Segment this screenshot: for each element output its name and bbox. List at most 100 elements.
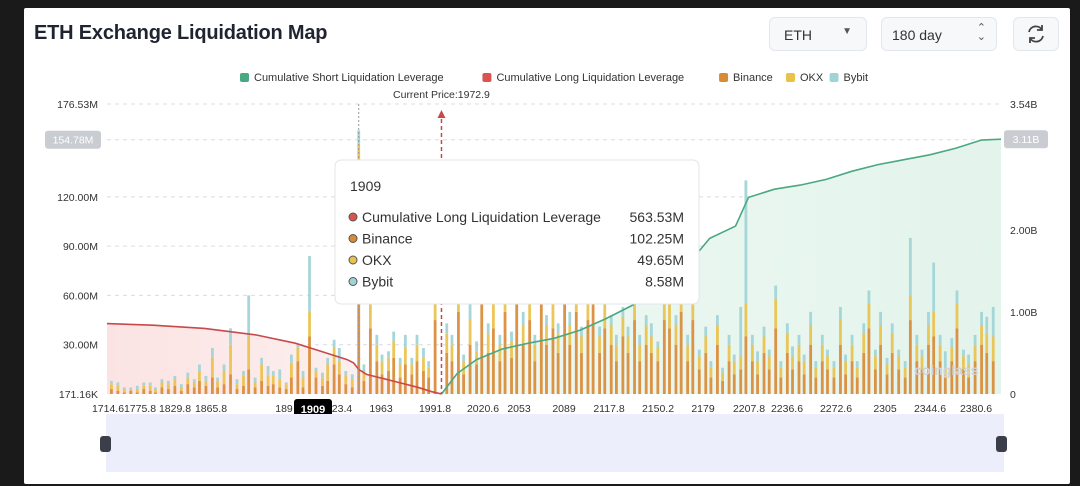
bar-binance bbox=[674, 344, 678, 394]
bar-okx bbox=[110, 384, 113, 390]
bar-bybit bbox=[375, 334, 379, 345]
bar-okx bbox=[314, 371, 318, 378]
asset-select[interactable]: ETH ▼ bbox=[769, 17, 867, 51]
bar-binance bbox=[732, 374, 736, 394]
bar-bybit bbox=[142, 382, 146, 386]
chart-card: ETH Exchange Liquidation Map ETH ▼ 180 d… bbox=[24, 8, 1070, 484]
bar-okx bbox=[656, 348, 660, 362]
bar-binance bbox=[920, 369, 924, 394]
refresh-button[interactable] bbox=[1013, 17, 1059, 51]
range-slider-track bbox=[106, 414, 1004, 472]
bar-binance bbox=[204, 385, 208, 394]
bar-binance bbox=[122, 392, 126, 394]
bar-bybit bbox=[716, 315, 719, 326]
bar-okx bbox=[301, 377, 305, 388]
bar-okx bbox=[626, 336, 630, 353]
bar-okx bbox=[235, 384, 239, 390]
bar-bybit bbox=[301, 371, 305, 378]
bar-okx bbox=[135, 389, 139, 393]
bar-okx bbox=[533, 344, 537, 362]
bar-okx bbox=[609, 325, 613, 345]
bar-binance bbox=[697, 369, 701, 394]
bar-bybit bbox=[626, 326, 630, 337]
bar-binance bbox=[727, 361, 731, 394]
legend-label: Cumulative Long Liquidation Leverage bbox=[496, 72, 684, 84]
y-right-highlight-box bbox=[1004, 130, 1048, 149]
legend-label: Cumulative Short Liquidation Leverage bbox=[254, 72, 444, 84]
x-tick-label: 1963 bbox=[369, 403, 393, 415]
bar-okx bbox=[445, 333, 449, 353]
bar-bybit bbox=[498, 334, 502, 345]
bar-binance bbox=[633, 320, 636, 394]
bar-okx bbox=[545, 325, 548, 345]
bar-bybit bbox=[129, 387, 133, 390]
bar-okx bbox=[337, 361, 341, 375]
x-tick-label: 1829.8 bbox=[159, 403, 191, 415]
bar-bybit bbox=[186, 372, 190, 378]
bar-bybit bbox=[410, 357, 414, 365]
bar-okx bbox=[498, 344, 502, 362]
bar-binance bbox=[774, 328, 778, 394]
bar-okx bbox=[686, 344, 690, 362]
bar-okx bbox=[598, 336, 601, 353]
bar-okx bbox=[826, 356, 829, 370]
bar-okx bbox=[691, 295, 695, 321]
legend-item: Cumulative Short Liquidation Leverage bbox=[240, 72, 444, 84]
bar-bybit bbox=[774, 285, 778, 299]
bar-bybit bbox=[427, 361, 431, 368]
tooltip-row-dot bbox=[348, 277, 358, 286]
legend-label: Bybit bbox=[844, 72, 868, 84]
bar-binance bbox=[744, 336, 748, 394]
bar-binance bbox=[855, 377, 859, 394]
bar-okx bbox=[415, 344, 419, 362]
bar-binance bbox=[510, 357, 513, 394]
bar-okx bbox=[779, 367, 783, 378]
bar-okx bbox=[973, 344, 977, 362]
bar-binance bbox=[135, 392, 139, 394]
bar-bybit bbox=[809, 311, 813, 326]
range-slider-handle-right[interactable] bbox=[996, 436, 1007, 452]
bar-bybit bbox=[621, 306, 625, 317]
bar-okx bbox=[716, 325, 719, 345]
bar-binance bbox=[668, 328, 671, 394]
range-slider-handle-left[interactable] bbox=[100, 436, 111, 452]
bar-bybit bbox=[122, 387, 126, 390]
bar-bybit bbox=[973, 334, 977, 345]
bar-binance bbox=[216, 387, 219, 394]
bar-bybit bbox=[967, 354, 971, 365]
x-tick-label: 1714.6 bbox=[92, 403, 124, 415]
bar-okx bbox=[296, 348, 300, 362]
bar-binance bbox=[521, 344, 525, 394]
bar-bybit bbox=[271, 371, 275, 376]
bar-binance bbox=[403, 364, 407, 394]
x-tick-label: 2020.6 bbox=[467, 403, 499, 415]
bar-okx bbox=[649, 336, 653, 353]
bar-okx bbox=[116, 385, 120, 391]
asset-select-value: ETH bbox=[784, 27, 812, 43]
bar-binance bbox=[314, 377, 318, 394]
bar-binance bbox=[756, 374, 759, 394]
bar-binance bbox=[839, 344, 842, 394]
bar-okx bbox=[204, 380, 208, 386]
refresh-icon bbox=[1028, 25, 1044, 43]
range-select[interactable]: 180 day ⌃ ⌄ bbox=[881, 17, 997, 51]
bar-okx bbox=[344, 375, 348, 385]
bar-okx bbox=[697, 356, 701, 370]
bar-bybit bbox=[873, 349, 877, 357]
bar-binance bbox=[278, 387, 282, 394]
bar-binance bbox=[289, 377, 293, 394]
bar-binance bbox=[129, 390, 133, 394]
bar-okx bbox=[943, 367, 947, 378]
bar-okx bbox=[148, 385, 152, 391]
bar-binance bbox=[357, 226, 361, 394]
bar-okx bbox=[216, 380, 219, 388]
current-price-arrow bbox=[437, 110, 446, 118]
bar-bybit bbox=[938, 334, 942, 345]
bar-binance bbox=[462, 374, 466, 394]
bar-binance bbox=[173, 385, 177, 394]
range-select-value: 180 day bbox=[892, 27, 942, 43]
bar-okx bbox=[551, 303, 555, 329]
bar-binance bbox=[337, 374, 341, 394]
bar-binance bbox=[148, 390, 152, 394]
bar-bybit bbox=[826, 349, 829, 357]
